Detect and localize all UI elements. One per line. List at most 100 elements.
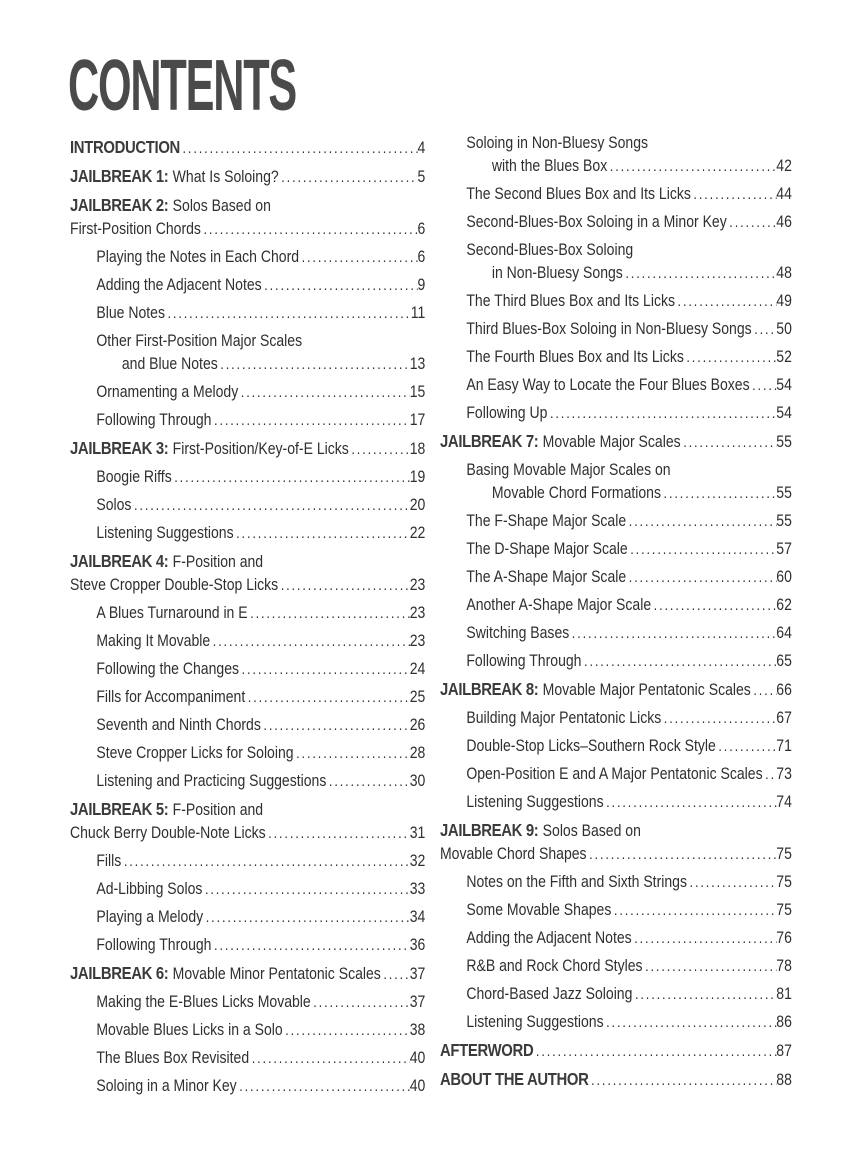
toc-entry: Steve Cropper Licks for Soloing.........… — [70, 743, 425, 764]
entry-title: Playing the Notes in Each Chord — [96, 248, 300, 266]
dot-leader: ........................................… — [609, 158, 777, 175]
toc-row: Ornamenting a Melody....................… — [70, 382, 425, 403]
toc-entry: Playing a Melody........................… — [70, 907, 425, 928]
page-number: 34 — [409, 908, 426, 926]
entry-title: Following Through — [96, 411, 212, 429]
toc-entry: Ornamenting a Melody....................… — [70, 382, 425, 403]
dot-leader: ........................................… — [718, 738, 776, 755]
toc-row: Second-Blues-Box Soloing in a Minor Key.… — [440, 212, 792, 233]
dot-leader: ........................................… — [214, 937, 410, 954]
entry-title: Soloing in a Minor Key — [96, 1077, 237, 1095]
dot-leader: ........................................… — [677, 293, 777, 310]
toc-entry: Listening and Practicing Suggestions....… — [70, 771, 425, 792]
entry-title: Movable Minor Pentatonic Scales — [172, 965, 381, 983]
toc-entry: Following Up............................… — [440, 403, 792, 424]
entry-title: Following Up — [466, 404, 548, 422]
entry-title: F-Position and — [172, 801, 264, 819]
entry-heading: AFTERWORD — [440, 1040, 534, 1060]
dot-leader: ........................................… — [167, 305, 411, 322]
toc-entry: JAILBREAK 9: Solos Based on Movable Chord … — [440, 820, 792, 865]
entry-title: Another A-Shape Major Scale — [466, 596, 652, 614]
toc-entry: The F-Shape Major Scale.................… — [440, 511, 792, 532]
dot-leader: ........................................… — [634, 930, 776, 947]
entry-title: Steve Cropper Licks for Soloing — [96, 744, 294, 762]
toc-row: Third Blues-Box Soloing in Non-Bluesy So… — [440, 319, 792, 340]
entry-title: Double-Stop Licks–Southern Rock Style — [466, 737, 716, 755]
page-number: 17 — [409, 411, 426, 429]
entry-title-line2: in Non-Bluesy Songs — [491, 264, 623, 282]
dot-leader: ........................................… — [606, 794, 776, 811]
page-number: 20 — [409, 496, 426, 514]
entry-title: Other First-Position Major Scales — [96, 332, 303, 350]
toc-entry: A Blues Turnaround in E.................… — [70, 603, 425, 624]
toc-entry: Soloing in Non-Bluesy Songs with the Blue… — [440, 133, 792, 177]
dot-leader: ........................................… — [584, 653, 776, 670]
toc-row: Chord-Based Jazz Soloing................… — [440, 984, 792, 1005]
page-number: 4 — [417, 139, 426, 157]
entry-title: Building Major Pentatonic Licks — [466, 709, 662, 727]
page-number: 11 — [410, 304, 426, 322]
entry-title: Ad-Libbing Solos — [96, 880, 203, 898]
toc-entry: Adding the Adjacent Notes...............… — [70, 275, 425, 296]
toc-entry: Switching Bases.........................… — [440, 623, 792, 644]
page-number: 62 — [776, 596, 792, 614]
page-number: 9 — [417, 276, 426, 294]
toc-row: JAILBREAK 2: Solos Based on — [70, 195, 425, 216]
toc-row: Blue Notes..............................… — [70, 303, 425, 324]
dot-leader: ........................................… — [634, 986, 776, 1003]
toc-row: Movable Chord Shapes....................… — [440, 844, 792, 865]
page-number: 6 — [417, 220, 426, 238]
entry-title: The Third Blues Box and Its Licks — [466, 292, 676, 310]
toc-entry: Fills for Accompaniment.................… — [70, 687, 425, 708]
toc-entry: Soloing in a Minor Key..................… — [70, 1076, 425, 1097]
chapter-label: JAILBREAK 9: — [440, 820, 539, 840]
entry-title: First-Position/Key-of-E Licks — [172, 440, 349, 458]
dot-leader: ........................................… — [653, 597, 777, 614]
toc-row: Following Through.......................… — [70, 935, 425, 956]
toc-entry: Adding the Adjacent Notes...............… — [440, 928, 792, 949]
toc-entry: JAILBREAK 5: F-Position and Chuck Berry Do… — [70, 799, 425, 844]
toc-entry: JAILBREAK 6: Movable Minor Pentatonic Sca… — [70, 963, 425, 985]
toc-row: Following Up............................… — [440, 403, 792, 424]
dot-leader: ........................................… — [123, 853, 410, 870]
entry-title: Listening Suggestions — [466, 793, 604, 811]
dot-leader: ........................................… — [689, 874, 777, 891]
toc-row: JAILBREAK 3: First-Position/Key-of-E Lick… — [70, 438, 425, 460]
page-number: 55 — [776, 512, 792, 530]
toc-entry: Third Blues-Box Soloing in Non-Bluesy So… — [440, 319, 792, 340]
page-number: 73 — [776, 765, 792, 783]
entry-title-line2: and Blue Notes — [121, 355, 218, 373]
toc-entry: JAILBREAK 7: Movable Major Scales........… — [440, 431, 792, 453]
toc-row: Basing Movable Major Scales on — [440, 460, 792, 480]
toc-row: Another A-Shape Major Scale.............… — [440, 595, 792, 616]
toc-row: Steve Cropper Double-Stop Licks.........… — [70, 575, 425, 596]
page-number: 54 — [776, 404, 792, 422]
toc-row: JAILBREAK 9: Solos Based on — [440, 820, 792, 841]
toc-entry: Making the E-Blues Licks Movable........… — [70, 992, 425, 1013]
dot-leader: ........................................… — [630, 541, 777, 558]
dot-leader: ........................................… — [683, 434, 776, 451]
entry-title: Third Blues-Box Soloing in Non-Bluesy So… — [466, 320, 752, 338]
toc-row: Second-Blues-Box Soloing — [440, 240, 792, 260]
toc-entry: Solos...................................… — [70, 495, 425, 516]
toc-row: The D-Shape Major Scale.................… — [440, 539, 792, 560]
dot-leader: ........................................… — [686, 349, 776, 366]
page-number: 37 — [409, 965, 426, 983]
toc-row: The Third Blues Box and Its Licks.......… — [440, 291, 792, 312]
toc-row: Playing a Melody........................… — [70, 907, 425, 928]
entry-title: The A-Shape Major Scale — [466, 568, 627, 586]
entry-heading: ABOUT THE AUTHOR — [440, 1069, 589, 1089]
toc-row: Boogie Riffs............................… — [70, 467, 425, 488]
dot-leader: ........................................… — [628, 569, 777, 586]
page-number: 40 — [409, 1077, 426, 1095]
toc-row: A Blues Turnaround in E.................… — [70, 603, 425, 624]
dot-leader: ........................................… — [301, 249, 418, 266]
toc-row: Seventh and Ninth Chords................… — [70, 715, 425, 736]
page-number: 32 — [409, 852, 426, 870]
toc-row: First-Position Chords...................… — [70, 219, 425, 240]
dot-leader: ........................................… — [645, 958, 777, 975]
page-number: 18 — [409, 440, 426, 458]
toc-row: JAILBREAK 6: Movable Minor Pentatonic Sca… — [70, 963, 425, 985]
page-number: 55 — [776, 484, 792, 502]
toc-row: Ad-Libbing Solos........................… — [70, 879, 425, 900]
